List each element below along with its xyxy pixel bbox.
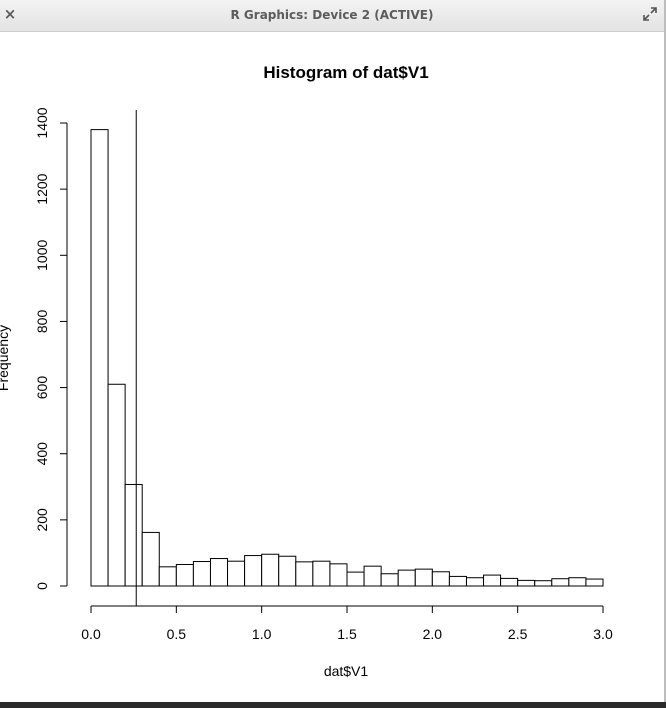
close-icon[interactable]: × [3, 5, 17, 23]
y-axis-label: Frequency [0, 325, 11, 391]
histogram-bar [329, 563, 348, 587]
histogram-bar [175, 564, 194, 587]
maximize-icon[interactable] [642, 6, 658, 22]
y-tick-label: 600 [34, 376, 50, 400]
histogram-bar [414, 568, 433, 587]
histogram-bar [295, 561, 314, 587]
histogram-bar [483, 574, 502, 587]
histogram-bar [312, 560, 331, 587]
histogram-bar [363, 565, 382, 587]
plot-area: Histogram of dat$V1 0.0 0.5 1.0 1.5 2.0 2.5 3.0… [0, 32, 664, 702]
x-tick-label: 1.5 [337, 626, 357, 642]
x-tick-label: 3.0 [593, 626, 613, 642]
y-tick-label: 800 [34, 310, 50, 334]
x-tick-label: 0.5 [167, 626, 187, 642]
histogram-chart: Histogram of dat$V1 0.0 0.5 1.0 1.5 2.0 2.5 3.0… [0, 63, 613, 679]
histogram-bar [227, 560, 246, 587]
histogram-bar [465, 577, 485, 587]
histogram-bar [500, 577, 519, 587]
x-tick-label: 2.0 [423, 626, 443, 642]
histogram-bar [209, 558, 229, 587]
histogram-bar [124, 483, 143, 587]
y-tick-label: 200 [34, 508, 50, 532]
histogram-bar [517, 579, 536, 587]
histogram-bar [141, 531, 160, 587]
histogram-bar [158, 566, 177, 587]
y-tick-label: 1000 [34, 240, 50, 271]
x-axis-label: dat$V1 [324, 663, 369, 679]
histogram-bar [278, 555, 297, 587]
desktop-background [0, 702, 666, 708]
histogram-bar [534, 580, 553, 587]
histogram-bar [90, 129, 109, 587]
y-tick-label: 0 [34, 582, 50, 590]
histogram-bar [551, 578, 570, 587]
histogram-bar [244, 555, 263, 587]
histogram-bar [380, 573, 399, 587]
histogram-bar [585, 578, 604, 587]
x-tick-label: 0.0 [81, 626, 101, 642]
y-tick-label: 1400 [34, 107, 50, 138]
y-tick-label: 400 [34, 442, 50, 466]
histogram-bar [346, 571, 365, 587]
y-tick-label: 1200 [34, 173, 50, 204]
histogram-bar [431, 571, 450, 587]
x-tick-label: 1.0 [252, 626, 272, 642]
chart-title: Histogram of dat$V1 [263, 63, 428, 82]
title-bar[interactable]: × R Graphics: Device 2 (ACTIVE) [0, 0, 664, 32]
x-tick-label: 2.5 [508, 626, 528, 642]
histogram-bar [397, 569, 416, 587]
histogram-bar [107, 383, 126, 587]
histogram-bar [568, 577, 587, 587]
window-title: R Graphics: Device 2 (ACTIVE) [230, 8, 434, 22]
histogram-bar [192, 561, 211, 587]
histogram-bar [448, 575, 467, 587]
histogram-bar [261, 553, 280, 587]
